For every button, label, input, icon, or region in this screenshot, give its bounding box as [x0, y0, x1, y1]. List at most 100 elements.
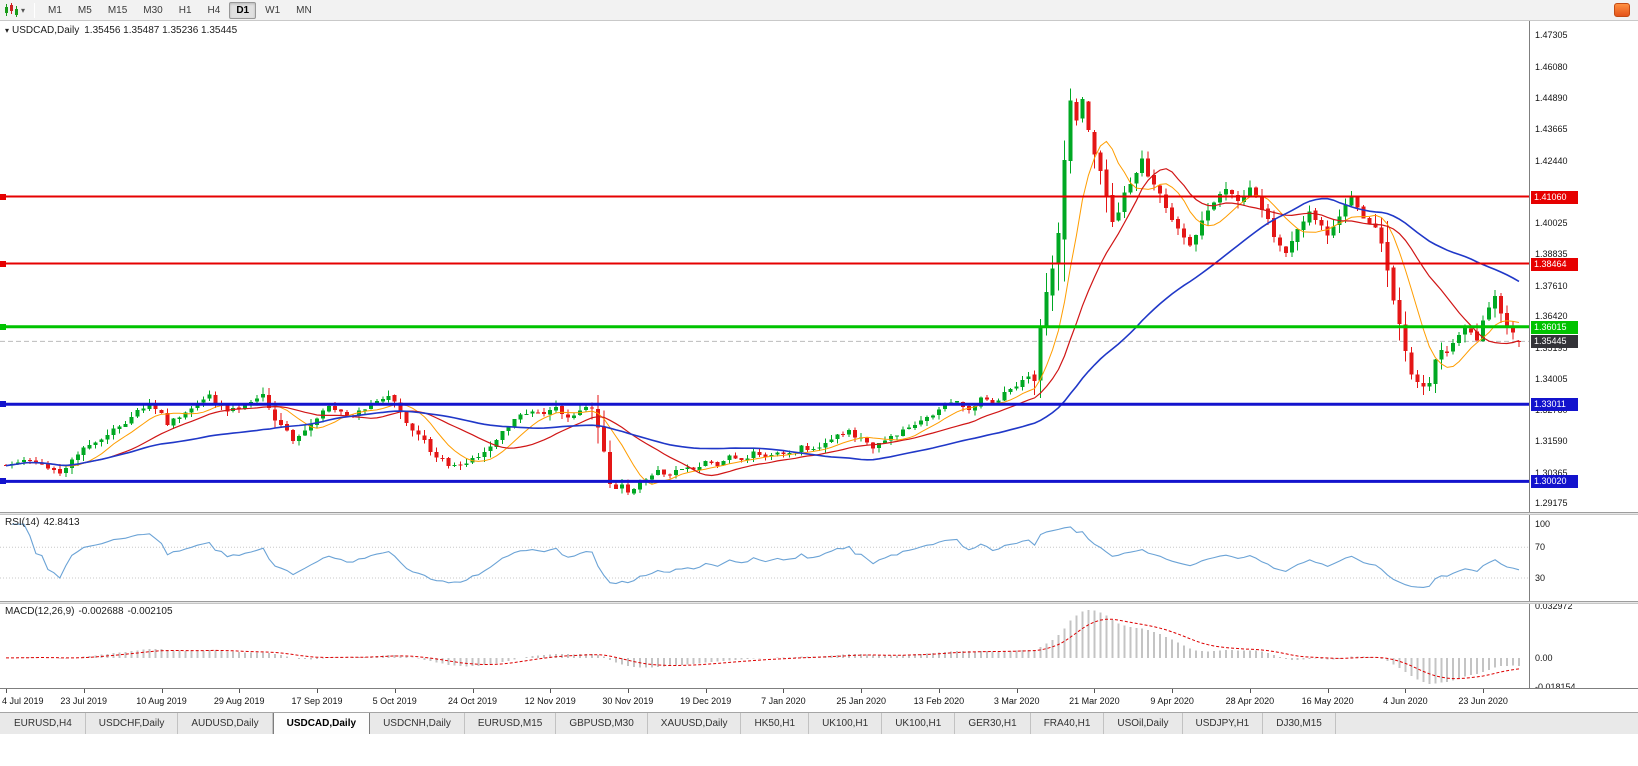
toolbar-corner-icon[interactable]: [1614, 3, 1630, 17]
rsi-chart: [0, 523, 1529, 588]
level-price-tag: 1.36015: [1531, 320, 1578, 334]
timeframe-button-m15[interactable]: M15: [107, 4, 128, 16]
time-tick: [1249, 689, 1251, 693]
timeframe-button-w1[interactable]: W1: [265, 4, 281, 16]
date-label: 25 Jan 2020: [836, 696, 886, 706]
macd-scale-label: 0.00: [1535, 652, 1553, 663]
chart-tab-eurusd-h4[interactable]: EURUSD,H4: [1, 713, 86, 734]
chart-tab-fra40-h1[interactable]: FRA40,H1: [1031, 713, 1105, 734]
date-label: 21 Mar 2020: [1069, 696, 1120, 706]
time-scale[interactable]: 4 Jul 2019 23 Jul 2019 10 Aug 2019 29 Aug 2…: [0, 688, 1638, 712]
chart-type-icon[interactable]: [4, 3, 19, 17]
macd-scale-label: -0.018154: [1535, 681, 1576, 692]
price-tick-label: 1.40025: [1535, 218, 1568, 229]
date-label: 4 Jul 2019: [2, 696, 44, 706]
chart-tab-gbpusd-m30[interactable]: GBPUSD,M30: [556, 713, 648, 734]
price-scale[interactable]: 1.47305 1.46080 1.44890 1.43665 1.42440 1.400…: [1529, 21, 1638, 692]
level-line-handle[interactable]: [0, 401, 6, 408]
timeframe-button-h1[interactable]: H1: [178, 4, 192, 16]
chart-tab-uk100-h1[interactable]: UK100,H1: [809, 713, 883, 734]
timeframe-button-m30[interactable]: M30: [143, 4, 163, 16]
date-label: 29 Aug 2019: [213, 696, 265, 706]
time-tick: [472, 689, 474, 693]
level-line-handle[interactable]: [0, 323, 6, 330]
price-tick-label: 1.37610: [1535, 280, 1568, 291]
macd-title: MACD(12,26,9) -0.002688 -0.002105: [5, 606, 173, 617]
date-label: 23 Jul 2019: [60, 696, 107, 706]
panel-splitter-2[interactable]: [0, 601, 1638, 604]
one-click-trading-toggle-icon[interactable]: ▾: [5, 26, 10, 35]
chart-tab-xauusd-daily[interactable]: XAUUSD,Daily: [648, 713, 742, 734]
price-tick-label: 1.47305: [1535, 30, 1568, 41]
time-tick: [394, 689, 396, 693]
time-tick: [1172, 689, 1174, 693]
date-label: 5 Oct 2019: [372, 696, 417, 706]
chart-tab-usdjpy-h1[interactable]: USDJPY,H1: [1183, 713, 1264, 734]
price-chart-panel[interactable]: ▾ USDCAD,Daily 1.35456 1.35487 1.35236 1.3…: [0, 21, 1529, 512]
chart-tab-usdcnh-daily[interactable]: USDCNH,Daily: [370, 713, 465, 734]
macd-scale-label: 0.032972: [1535, 600, 1573, 611]
symbol-timeframe-label: USDCAD,Daily: [12, 25, 80, 36]
level-price-tag: 1.33011: [1531, 398, 1578, 412]
date-label: 9 Apr 2020: [1150, 696, 1194, 706]
chart-tab-dj30-m15[interactable]: DJ30,M15: [1263, 713, 1336, 734]
chart-tab-usdchf-daily[interactable]: USDCHF,Daily: [86, 713, 179, 734]
chart-tab-ger30-h1[interactable]: GER30,H1: [955, 713, 1031, 734]
candlestick-chart[interactable]: [0, 21, 1529, 512]
price-tick-label: 1.44890: [1535, 92, 1568, 103]
time-tick: [161, 689, 163, 693]
date-label: 24 Oct 2019: [447, 696, 498, 706]
chart-tab-usdcad-daily[interactable]: USDCAD,Daily: [272, 713, 371, 734]
price-tick-label: 1.43665: [1535, 124, 1568, 135]
price-tick-label: 1.46080: [1535, 61, 1568, 72]
time-tick: [550, 689, 552, 693]
price-tick-label: 1.42440: [1535, 155, 1568, 166]
price-tick-label: 1.30365: [1535, 467, 1568, 478]
time-tick: [627, 689, 629, 693]
timeframe-button-d1[interactable]: D1: [229, 1, 257, 19]
macd-panel[interactable]: MACD(12,26,9) -0.002688 -0.002105: [0, 604, 1529, 688]
level-line-handle[interactable]: [0, 193, 6, 200]
date-label: 13 Feb 2020: [913, 696, 965, 706]
rsi-value: 42.8413: [43, 517, 80, 528]
timeframe-button-mn[interactable]: MN: [296, 4, 312, 16]
macd-label: MACD(12,26,9): [5, 606, 75, 617]
macd-chart: [6, 609, 1520, 684]
time-tick: [1483, 689, 1485, 693]
chart-tab-eurusd-m15[interactable]: EURUSD,M15: [465, 713, 557, 734]
date-label: 30 Nov 2019: [602, 696, 654, 706]
date-label: 10 Aug 2019: [136, 696, 187, 706]
rsi-levels: [0, 546, 1529, 579]
date-label: 17 Sep 2019: [291, 696, 343, 706]
chart-tabs-bar: EURUSD,H4 USDCHF,Daily AUDUSD,Daily USDCAD,…: [0, 712, 1638, 734]
date-label: 7 Jan 2020: [761, 696, 806, 706]
chart-tab-hk50-h1[interactable]: HK50,H1: [741, 713, 810, 734]
time-tick: [938, 689, 940, 693]
chart-tab-audusd-daily[interactable]: AUDUSD,Daily: [178, 713, 273, 734]
timeframe-button-h4[interactable]: H4: [207, 4, 221, 16]
timeframe-button-m5[interactable]: M5: [77, 4, 92, 16]
price-tick-label: 1.36420: [1535, 311, 1568, 322]
time-tick: [239, 689, 241, 693]
moving-averages-layer: [5, 140, 1520, 485]
time-tick: [1094, 689, 1096, 693]
horizontal-levels-layer[interactable]: [0, 195, 1529, 483]
time-tick: [6, 689, 7, 693]
toolbar-separator: [34, 2, 36, 18]
panel-splitter-1[interactable]: [0, 512, 1638, 515]
date-label: 3 Mar 2020: [993, 696, 1040, 706]
chart-tab-usoil-daily[interactable]: USOil,Daily: [1104, 713, 1183, 734]
level-line-handle[interactable]: [0, 478, 6, 485]
candlestick-icon: [5, 3, 18, 17]
level-price-tag: 1.38464: [1531, 257, 1578, 271]
chart-title: ▾ USDCAD,Daily 1.35456 1.35487 1.35236 1.3…: [5, 25, 237, 36]
rsi-scale-label: 30: [1535, 573, 1546, 583]
ohlc-values: 1.35456 1.35487 1.35236 1.35445: [84, 25, 238, 36]
current-price-tag: 1.35445: [1531, 335, 1578, 349]
rsi-title: RSI(14) 42.8413: [5, 517, 80, 528]
timeframe-button-m1[interactable]: M1: [48, 4, 62, 16]
rsi-panel[interactable]: RSI(14) 42.8413: [0, 515, 1529, 601]
chevron-down-icon[interactable]: ▾: [21, 5, 26, 15]
chart-tab-uk100-h1[interactable]: UK100,H1: [882, 713, 956, 734]
level-line-handle[interactable]: [0, 260, 6, 267]
